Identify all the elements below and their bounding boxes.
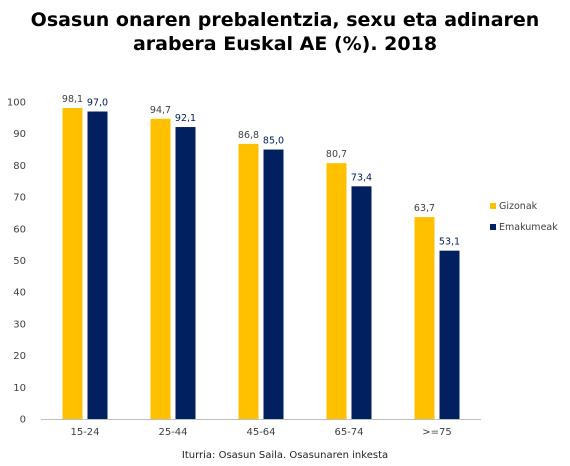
data-label-emakumeak-4: 53,1	[439, 237, 460, 248]
x-tick-label: >=75	[422, 427, 451, 438]
y-tick-label: 20	[13, 351, 26, 362]
data-label-emakumeak-2: 85,0	[263, 136, 284, 147]
bar-emakumeak-3	[351, 186, 372, 419]
bar-emakumeak-2	[263, 149, 284, 420]
source-note: Iturria: Osasun Saila. Osasunaren inkest…	[181, 450, 389, 461]
x-tick-label: 65-74	[334, 427, 363, 438]
bar-gizonak-4	[414, 217, 435, 419]
legend-label-gizonak: Gizonak	[499, 201, 538, 212]
y-tick-label: 0	[20, 415, 26, 426]
y-tick-label: 30	[13, 319, 26, 330]
data-label-gizonak-3: 80,7	[326, 149, 347, 160]
legend-swatch-emakumeak	[490, 224, 496, 230]
legend-swatch-gizonak	[490, 203, 496, 209]
chart-title-line-2: arabera Euskal AE (%). 2018	[132, 33, 438, 55]
x-tick-label: 15-24	[70, 427, 99, 438]
bar-gizonak-3	[326, 163, 347, 419]
data-label-emakumeak-1: 92,1	[175, 113, 196, 124]
y-tick-label: 80	[13, 161, 26, 172]
y-tick-label: 90	[13, 129, 26, 140]
bar-gizonak-2	[238, 143, 259, 419]
chart-title: Osasun onaren prebalentzia, sexu eta adi…	[0, 8, 570, 56]
bar-gizonak-0	[62, 108, 83, 419]
data-label-gizonak-2: 86,8	[238, 130, 259, 141]
y-tick-label: 70	[13, 193, 26, 204]
bar-emakumeak-4	[439, 250, 460, 419]
y-tick-label: 10	[13, 383, 26, 394]
bar-emakumeak-1	[175, 127, 196, 419]
legend-label-emakumeak: Emakumeak	[499, 222, 558, 233]
bar-emakumeak-0	[87, 111, 108, 419]
data-label-emakumeak-3: 73,4	[351, 172, 372, 183]
y-tick-label: 40	[13, 288, 26, 299]
bar-gizonak-1	[150, 118, 171, 420]
data-label-gizonak-0: 98,1	[62, 94, 83, 105]
data-label-gizonak-4: 63,7	[414, 203, 435, 214]
y-tick-label: 100	[7, 98, 26, 109]
x-tick-label: 45-64	[246, 427, 275, 438]
y-tick-label: 60	[13, 224, 26, 235]
x-tick-label: 25-44	[158, 427, 187, 438]
y-tick-label: 50	[13, 256, 26, 267]
data-label-gizonak-1: 94,7	[150, 105, 171, 116]
chart-title-line-1: Osasun onaren prebalentzia, sexu eta adi…	[30, 9, 540, 31]
data-label-emakumeak-0: 97,0	[87, 98, 108, 109]
